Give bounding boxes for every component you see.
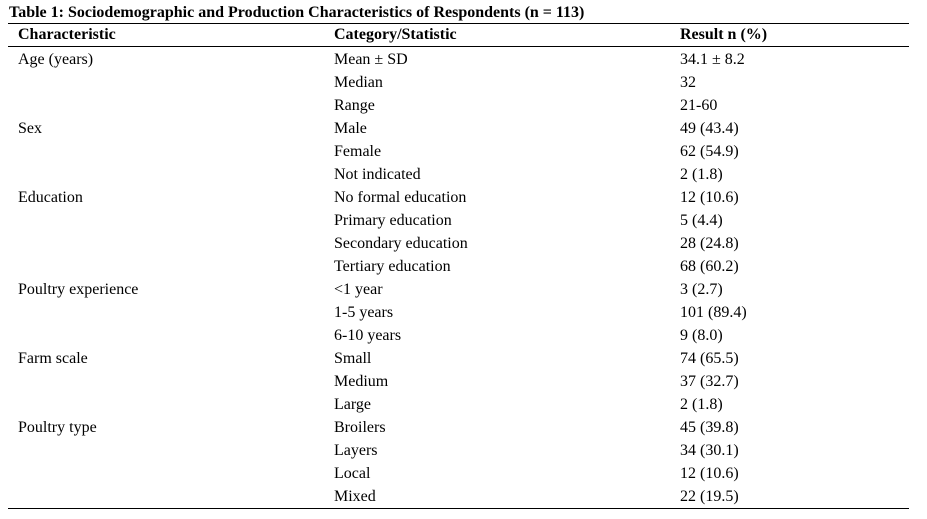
table-row: Layers 34 (30.1) bbox=[0, 439, 927, 462]
cell-category: Large bbox=[334, 396, 372, 413]
cell-result: 37 (32.7) bbox=[680, 373, 739, 390]
cell-result: 9 (8.0) bbox=[680, 327, 723, 344]
header-result: Result n (%) bbox=[680, 26, 768, 43]
table-row: Female 62 (54.9) bbox=[0, 140, 927, 163]
table-row: Medium 37 (32.7) bbox=[0, 370, 927, 393]
table-row: Mixed 22 (19.5) bbox=[0, 485, 927, 508]
cell-category: Secondary education bbox=[334, 235, 468, 252]
cell-category: <1 year bbox=[334, 281, 383, 298]
cell-result: 12 (10.6) bbox=[680, 189, 739, 206]
header-category-statistic: Category/Statistic bbox=[334, 26, 457, 43]
table-row: Poultry type Broilers 45 (39.8) bbox=[0, 416, 927, 439]
table-row: Sex Male 49 (43.4) bbox=[0, 117, 927, 140]
table-row: Farm scale Small 74 (65.5) bbox=[0, 347, 927, 370]
cell-characteristic: Education bbox=[18, 189, 83, 206]
table-row: Primary education 5 (4.4) bbox=[0, 209, 927, 232]
cell-category: Range bbox=[334, 97, 375, 114]
cell-category: Small bbox=[334, 350, 372, 367]
cell-category: Layers bbox=[334, 442, 378, 459]
table-top-rule bbox=[8, 23, 909, 24]
cell-result: 49 (43.4) bbox=[680, 120, 739, 137]
cell-characteristic: Age (years) bbox=[18, 51, 94, 68]
table-row: Education No formal education 12 (10.6) bbox=[0, 186, 927, 209]
table-row: Large 2 (1.8) bbox=[0, 393, 927, 416]
cell-result: 28 (24.8) bbox=[680, 235, 739, 252]
cell-category: Medium bbox=[334, 373, 389, 390]
cell-result: 68 (60.2) bbox=[680, 258, 739, 275]
cell-category: Local bbox=[334, 465, 371, 482]
cell-category: Median bbox=[334, 74, 383, 91]
cell-category: Mean ± SD bbox=[334, 51, 408, 68]
cell-category: 1-5 years bbox=[334, 304, 394, 321]
cell-category: Not indicated bbox=[334, 166, 421, 183]
cell-result: 22 (19.5) bbox=[680, 488, 739, 505]
cell-category: No formal education bbox=[334, 189, 467, 206]
table-row: Median 32 bbox=[0, 71, 927, 94]
cell-result: 21-60 bbox=[680, 97, 718, 114]
cell-result: 34 (30.1) bbox=[680, 442, 739, 459]
table-row: Not indicated 2 (1.8) bbox=[0, 163, 927, 186]
table-bottom-rule bbox=[8, 508, 909, 509]
table-row: Age (years) Mean ± SD 34.1 ± 8.2 bbox=[0, 48, 927, 71]
cell-category: 6-10 years bbox=[334, 327, 402, 344]
cell-category: Broilers bbox=[334, 419, 386, 436]
table-header-row: Characteristic Category/Statistic Result… bbox=[0, 24, 927, 46]
cell-result: 62 (54.9) bbox=[680, 143, 739, 160]
cell-characteristic: Poultry experience bbox=[18, 281, 139, 298]
table-row: Poultry experience <1 year 3 (2.7) bbox=[0, 278, 927, 301]
table-row: 1-5 years 101 (89.4) bbox=[0, 301, 927, 324]
cell-result: 74 (65.5) bbox=[680, 350, 739, 367]
cell-characteristic: Poultry type bbox=[18, 419, 97, 436]
cell-category: Male bbox=[334, 120, 367, 137]
table-body: Age (years) Mean ± SD 34.1 ± 8.2 Median 32 Ra… bbox=[0, 48, 927, 508]
header-characteristic: Characteristic bbox=[18, 26, 116, 43]
table-row: Tertiary education 68 (60.2) bbox=[0, 255, 927, 278]
cell-category: Primary education bbox=[334, 212, 452, 229]
table-row: Local 12 (10.6) bbox=[0, 462, 927, 485]
table-title: Table 1: Sociodemographic and Production… bbox=[9, 4, 585, 21]
cell-characteristic: Farm scale bbox=[18, 350, 88, 367]
cell-category: Mixed bbox=[334, 488, 376, 505]
cell-result: 2 (1.8) bbox=[680, 396, 723, 413]
cell-result: 45 (39.8) bbox=[680, 419, 739, 436]
table-header-rule bbox=[8, 46, 909, 47]
cell-result: 34.1 ± 8.2 bbox=[680, 51, 745, 68]
cell-result: 12 (10.6) bbox=[680, 465, 739, 482]
cell-result: 2 (1.8) bbox=[680, 166, 723, 183]
table-row: Range 21-60 bbox=[0, 94, 927, 117]
table-row: 6-10 years 9 (8.0) bbox=[0, 324, 927, 347]
cell-characteristic: Sex bbox=[18, 120, 42, 137]
cell-category: Female bbox=[334, 143, 382, 160]
cell-category: Tertiary education bbox=[334, 258, 451, 275]
table-row: Secondary education 28 (24.8) bbox=[0, 232, 927, 255]
cell-result: 32 bbox=[680, 74, 696, 91]
cell-result: 101 (89.4) bbox=[680, 304, 747, 321]
cell-result: 5 (4.4) bbox=[680, 212, 723, 229]
cell-result: 3 (2.7) bbox=[680, 281, 723, 298]
